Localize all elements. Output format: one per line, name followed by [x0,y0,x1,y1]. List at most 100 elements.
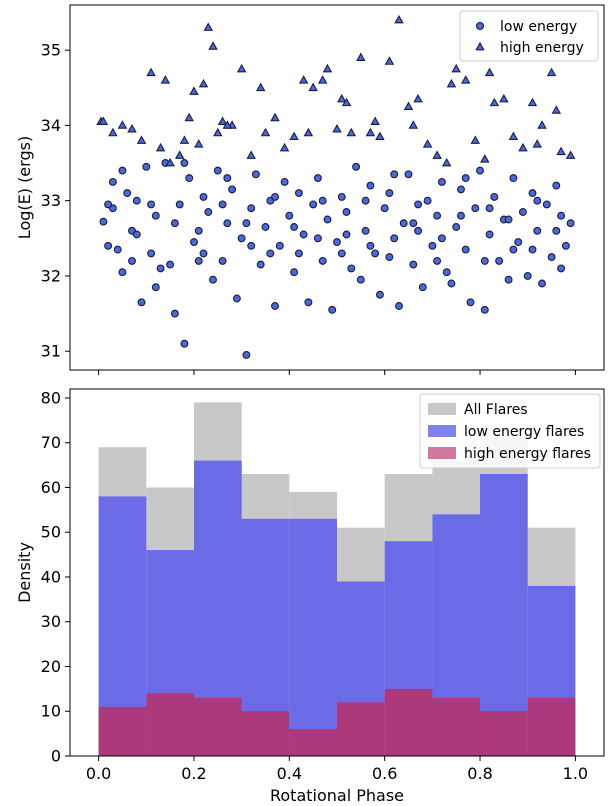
point-high-energy-29 [332,124,342,133]
y-tick-label-32: 32 [41,266,61,285]
y-tick-label-0: 0 [51,747,61,766]
point-low-energy-72 [437,177,446,186]
point-low-energy-118 [533,196,542,205]
point-low-energy-96 [552,181,561,190]
point-low-energy-123 [170,219,179,228]
point-low-energy-11 [147,249,156,258]
point-low-energy-6 [123,189,132,198]
point-high-energy-55 [160,75,171,84]
point-high-energy-5 [136,135,147,144]
point-low-energy-13 [151,211,160,220]
point-low-energy-104 [199,249,208,258]
point-low-energy-45 [309,200,318,209]
point-low-energy-95 [547,253,556,262]
point-low-energy-24 [209,275,217,284]
point-low-energy-5 [118,268,127,277]
bar-high-energy-flares-7 [432,697,481,756]
point-high-energy-60 [341,97,352,107]
point-high-energy-11 [189,86,199,95]
point-low-energy-52 [342,208,351,216]
point-high-energy-3 [117,120,128,129]
point-low-energy-68 [418,283,427,292]
scatter-legend: low energy high energy [459,10,599,62]
point-low-energy-2 [108,177,117,186]
point-low-energy-113 [414,226,423,235]
point-low-energy-20 [190,238,198,247]
point-high-energy-52 [546,67,557,77]
point-low-energy-120 [104,200,113,209]
point-low-energy-94 [542,200,551,209]
point-low-energy-90 [523,271,532,280]
y-tick-label-35: 35 [41,41,61,60]
point-low-energy-105 [223,174,232,183]
point-high-energy-42 [451,63,461,73]
point-high-energy-51 [537,120,547,129]
point-low-energy-70 [428,241,437,250]
point-high-energy-12 [193,139,204,148]
point-high-energy-46 [489,97,500,107]
point-high-energy-31 [346,127,357,137]
point-low-energy-69 [423,196,432,205]
point-high-energy-40 [432,150,442,159]
point-low-energy-88 [514,238,523,247]
point-low-energy-32 [247,204,256,213]
point-low-energy-54 [352,162,361,171]
point-low-energy-12 [151,283,160,292]
point-low-energy-108 [294,249,303,258]
point-high-energy-63 [446,78,457,88]
point-low-energy-116 [485,204,494,213]
point-low-energy-129 [313,234,322,243]
point-low-energy-50 [333,238,341,247]
point-low-energy-106 [247,241,256,250]
y-tick-label-70: 70 [41,433,61,452]
point-high-energy-27 [317,75,328,84]
point-low-energy-84 [495,256,504,265]
point-low-energy-71 [433,211,442,220]
histogram-axes-frame [69,388,605,757]
point-low-energy-103 [180,159,189,167]
point-low-energy-112 [390,170,399,179]
point-high-energy-20 [246,150,256,159]
point-low-energy-111 [366,241,375,250]
point-low-energy-79 [471,204,480,213]
bar-high-energy-flares-5 [337,702,385,756]
point-low-energy-26 [218,256,227,265]
point-high-energy-21 [260,127,271,137]
point-low-energy-119 [557,264,566,273]
point-low-energy-47 [318,256,327,265]
point-low-energy-58 [371,249,380,258]
point-low-energy-115 [461,174,470,183]
point-high-energy-53 [556,146,566,156]
point-low-energy-135 [457,211,465,220]
point-high-energy-10 [184,112,194,122]
point-low-energy-86 [504,275,513,284]
point-low-energy-19 [185,174,194,183]
histogram-legend: All Flares low energy flares high energy… [419,393,601,469]
x-tick-label-1-0: 1.0 [563,764,588,783]
x-tick-label-0-2: 0.2 [181,764,206,783]
point-low-energy-34 [256,260,265,269]
y-tick-label-31: 31 [41,342,61,361]
point-high-energy-62 [408,120,419,129]
point-high-energy-37 [403,101,414,110]
point-low-energy-64 [399,219,408,228]
point-low-energy-40 [285,211,294,220]
point-high-energy-48 [508,131,519,141]
y-tick-label-34: 34 [41,116,61,135]
point-low-energy-17 [175,200,184,209]
point-high-energy-66 [551,105,562,114]
bar-high-energy-flares-9 [527,697,576,756]
point-low-energy-107 [271,192,279,201]
point-low-energy-87 [509,174,518,183]
point-low-energy-1 [104,241,113,250]
point-high-energy-65 [532,139,542,148]
point-high-energy-41 [441,157,452,167]
point-low-energy-31 [242,350,251,359]
point-low-energy-28 [228,185,237,194]
point-low-energy-131 [361,196,370,205]
bar-high-energy-flares-3 [241,711,290,756]
histogram-y-axis-label: Density [15,542,34,603]
point-low-energy-117 [509,245,518,254]
point-low-energy-57 [366,181,375,190]
